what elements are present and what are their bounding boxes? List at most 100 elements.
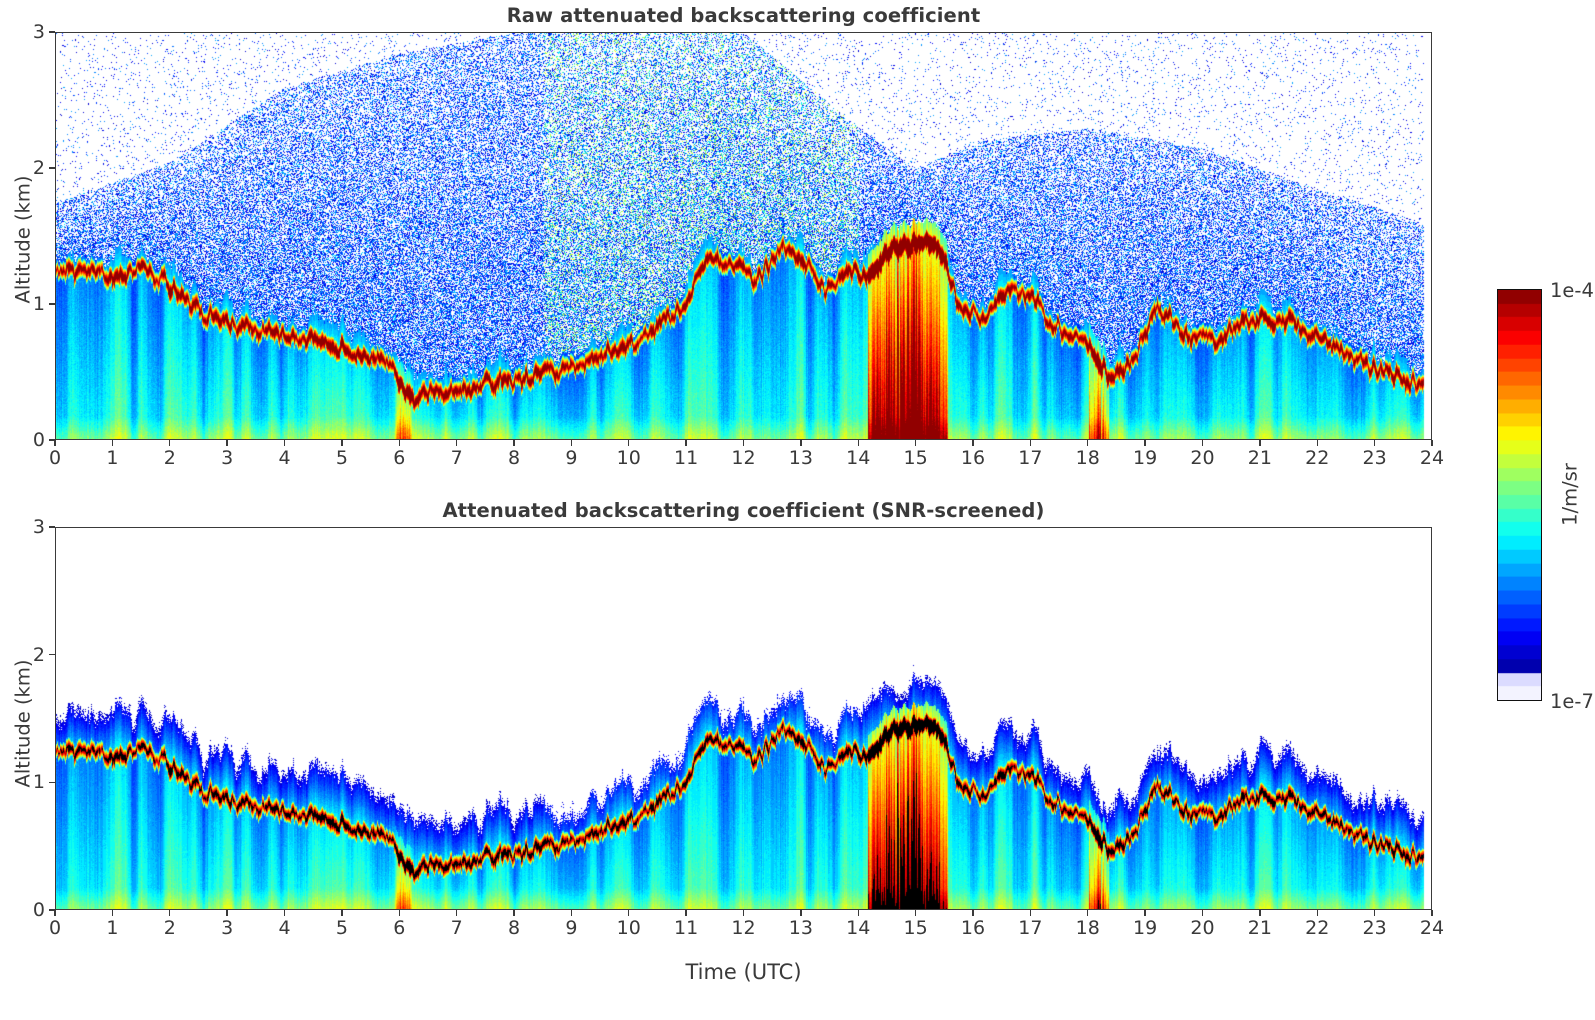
y-tick-screened-2: [49, 653, 55, 656]
x-tick-label-screened-3: 3: [221, 917, 234, 939]
x-tick-label-screened-5: 5: [335, 917, 348, 939]
x-tick-label-raw-19: 19: [1133, 447, 1158, 469]
x-tick-label-raw-1: 1: [106, 447, 119, 469]
x-tick-screened-22: [1316, 910, 1318, 916]
y-tick-label-raw-3: 3: [32, 21, 45, 43]
x-tick-screened-16: [972, 910, 974, 916]
x-tick-label-screened-17: 17: [1018, 917, 1043, 939]
y-tick-label-raw-0: 0: [32, 429, 45, 451]
y-tick-screened-1: [49, 781, 55, 784]
x-tick-label-screened-11: 11: [674, 917, 699, 939]
x-tick-label-raw-7: 7: [450, 447, 463, 469]
x-tick-raw-6: [398, 440, 400, 446]
x-tick-raw-0: [54, 440, 56, 446]
x-tick-label-screened-0: 0: [48, 917, 62, 939]
x-tick-screened-17: [1029, 910, 1032, 916]
x-tick-raw-12: [742, 440, 745, 446]
x-tick-screened-1: [111, 910, 114, 916]
x-tick-label-raw-24: 24: [1419, 447, 1445, 469]
y-tick-label-screened-3: 3: [32, 516, 45, 538]
x-tick-label-raw-21: 21: [1247, 447, 1272, 469]
x-tick-label-raw-22: 22: [1305, 447, 1330, 469]
x-tick-label-raw-23: 23: [1362, 447, 1387, 469]
x-tick-screened-14: [857, 910, 859, 916]
heatmap-panel-screened[interactable]: [55, 527, 1432, 910]
x-tick-screened-7: [455, 910, 458, 916]
panel-title-screened: Attenuated backscattering coefficient (S…: [442, 499, 1045, 522]
x-tick-label-screened-18: 18: [1075, 917, 1100, 939]
x-tick-screened-3: [226, 910, 228, 916]
x-tick-screened-8: [513, 910, 515, 916]
x-tick-label-raw-16: 16: [960, 447, 986, 469]
colorbar-gradient: [1497, 289, 1542, 701]
x-tick-screened-9: [570, 910, 573, 916]
x-tick-label-screened-4: 4: [278, 917, 291, 939]
x-tick-label-screened-7: 7: [450, 917, 463, 939]
x-tick-label-raw-17: 17: [1018, 447, 1043, 469]
x-tick-raw-1: [111, 440, 114, 446]
x-tick-label-screened-14: 14: [846, 917, 871, 939]
x-tick-screened-0: [54, 910, 56, 916]
x-tick-label-screened-15: 15: [903, 917, 928, 939]
y-tick-raw-3: [49, 31, 55, 33]
x-tick-label-screened-21: 21: [1247, 917, 1272, 939]
x-tick-raw-10: [628, 440, 630, 446]
x-tick-raw-18: [1087, 440, 1089, 446]
x-tick-screened-2: [169, 910, 171, 916]
x-tick-raw-19: [1144, 440, 1146, 446]
x-tick-label-screened-23: 23: [1362, 917, 1387, 939]
x-tick-screened-20: [1201, 910, 1204, 916]
y-tick-raw-0: [49, 439, 55, 441]
y-tick-label-screened-2: 2: [32, 643, 45, 666]
x-tick-label-screened-9: 9: [565, 917, 578, 939]
x-tick-label-screened-12: 12: [731, 917, 756, 939]
heatmap-image-screened: [56, 528, 1431, 909]
x-tick-screened-6: [398, 910, 400, 916]
x-tick-label-raw-3: 3: [221, 447, 234, 469]
x-tick-raw-5: [341, 440, 343, 446]
colorbar-unit-label: 1/m/sr: [1558, 463, 1582, 526]
x-tick-label-raw-13: 13: [788, 447, 813, 469]
x-tick-label-screened-10: 10: [616, 917, 641, 939]
x-tick-label-raw-8: 8: [507, 447, 521, 469]
x-tick-screened-15: [914, 910, 917, 916]
x-tick-screened-21: [1259, 910, 1261, 916]
x-tick-label-raw-2: 2: [163, 447, 176, 469]
x-tick-label-raw-5: 5: [335, 447, 348, 469]
x-tick-raw-11: [685, 440, 687, 446]
x-tick-raw-13: [800, 440, 802, 446]
heatmap-image-raw: [56, 33, 1431, 439]
x-tick-label-screened-8: 8: [507, 917, 521, 939]
x-tick-label-screened-13: 13: [788, 917, 813, 939]
x-tick-raw-22: [1316, 440, 1318, 446]
x-tick-label-raw-6: 6: [393, 447, 406, 469]
y-tick-label-raw-2: 2: [32, 157, 45, 179]
x-tick-label-raw-18: 18: [1075, 447, 1100, 469]
x-tick-screened-11: [685, 910, 687, 916]
x-tick-raw-15: [914, 440, 917, 446]
x-tick-raw-20: [1201, 440, 1204, 446]
x-tick-screened-13: [800, 910, 802, 916]
x-tick-screened-19: [1144, 910, 1146, 916]
x-tick-raw-21: [1259, 440, 1261, 446]
x-tick-screened-4: [283, 910, 286, 916]
x-tick-label-screened-6: 6: [393, 917, 406, 939]
heatmap-panel-raw[interactable]: [55, 32, 1432, 440]
x-tick-screened-23: [1373, 910, 1376, 916]
colorbar-max-label: 1e-4: [1550, 279, 1594, 302]
x-axis-label: Time (UTC): [685, 960, 802, 984]
y-tick-label-screened-1: 1: [32, 771, 45, 794]
x-tick-label-raw-10: 10: [616, 447, 641, 469]
x-tick-raw-16: [972, 440, 974, 446]
x-tick-label-raw-14: 14: [846, 447, 871, 469]
x-tick-screened-5: [341, 910, 343, 916]
x-tick-label-screened-22: 22: [1305, 917, 1330, 939]
y-tick-label-raw-1: 1: [32, 293, 45, 315]
colorbar[interactable]: [1497, 289, 1542, 701]
x-tick-raw-23: [1373, 440, 1376, 446]
x-tick-label-screened-24: 24: [1419, 917, 1445, 939]
x-tick-label-raw-0: 0: [48, 447, 62, 469]
x-tick-label-screened-20: 20: [1190, 917, 1215, 939]
y-tick-screened-3: [49, 526, 55, 528]
x-tick-raw-24: [1431, 440, 1433, 446]
